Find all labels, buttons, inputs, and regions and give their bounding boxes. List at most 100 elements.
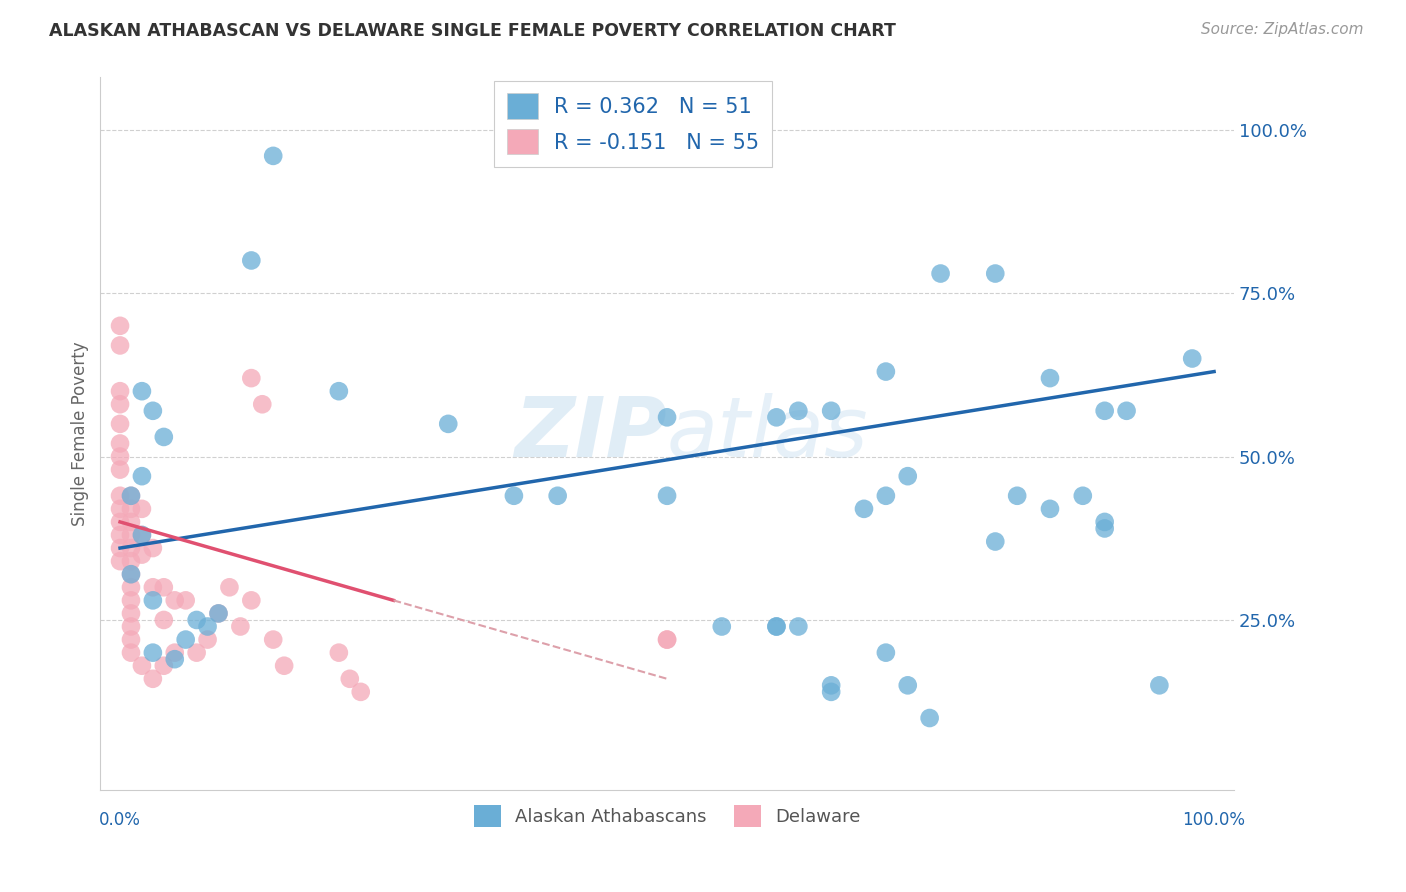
Point [273, 658, 295, 673]
Point [350, 685, 373, 699]
Point [240, 371, 263, 385]
Point [174, 593, 197, 607]
Point [108, 528, 131, 542]
Point [120, 580, 142, 594]
Point [108, 417, 131, 431]
Point [120, 619, 142, 633]
Point [875, 365, 897, 379]
Point [120, 632, 142, 647]
Point [875, 646, 897, 660]
Point [328, 384, 350, 399]
Point [1005, 489, 1028, 503]
Point [787, 404, 810, 418]
Point [820, 685, 842, 699]
Point [765, 619, 787, 633]
Point [120, 489, 142, 503]
Point [765, 410, 787, 425]
Point [108, 397, 131, 411]
Point [875, 489, 897, 503]
Point [131, 528, 153, 542]
Point [120, 541, 142, 555]
Point [765, 619, 787, 633]
Point [186, 613, 208, 627]
Point [153, 430, 176, 444]
Point [984, 267, 1007, 281]
Point [339, 672, 361, 686]
Point [207, 607, 229, 621]
Point [437, 417, 460, 431]
Point [1181, 351, 1204, 366]
Point [1039, 501, 1062, 516]
Point [120, 489, 142, 503]
Point [328, 646, 350, 660]
Point [108, 318, 131, 333]
Point [108, 384, 131, 399]
Point [252, 397, 274, 411]
Point [853, 501, 876, 516]
Point [142, 646, 165, 660]
Text: ZIP: ZIP [515, 393, 666, 475]
Point [240, 253, 263, 268]
Point [897, 678, 920, 692]
Point [131, 501, 153, 516]
Point [984, 534, 1007, 549]
Point [229, 619, 252, 633]
Point [108, 515, 131, 529]
Point [153, 658, 176, 673]
Point [131, 384, 153, 399]
Point [820, 404, 842, 418]
Point [142, 580, 165, 594]
Point [131, 469, 153, 483]
Point [108, 450, 131, 464]
Point [142, 672, 165, 686]
Point [131, 528, 153, 542]
Text: Source: ZipAtlas.com: Source: ZipAtlas.com [1201, 22, 1364, 37]
Text: ALASKAN ATHABASCAN VS DELAWARE SINGLE FEMALE POVERTY CORRELATION CHART: ALASKAN ATHABASCAN VS DELAWARE SINGLE FE… [49, 22, 896, 40]
Point [153, 613, 176, 627]
Point [186, 646, 208, 660]
Point [503, 489, 526, 503]
Point [142, 404, 165, 418]
Legend: Alaskan Athabascans, Delaware: Alaskan Athabascans, Delaware [467, 797, 868, 834]
Point [918, 711, 941, 725]
Point [120, 554, 142, 568]
Point [787, 619, 810, 633]
Point [108, 462, 131, 476]
Point [897, 469, 920, 483]
Point [207, 607, 229, 621]
Point [1149, 678, 1171, 692]
Point [240, 593, 263, 607]
Point [218, 580, 240, 594]
Point [197, 632, 219, 647]
Text: 100.0%: 100.0% [1182, 811, 1246, 829]
Y-axis label: Single Female Poverty: Single Female Poverty [72, 342, 89, 526]
Point [142, 541, 165, 555]
Point [108, 554, 131, 568]
Point [174, 632, 197, 647]
Point [1094, 521, 1116, 535]
Point [108, 489, 131, 503]
Point [929, 267, 952, 281]
Point [120, 567, 142, 582]
Point [1094, 515, 1116, 529]
Point [153, 580, 176, 594]
Point [108, 338, 131, 352]
Text: 0.0%: 0.0% [98, 811, 141, 829]
Point [108, 501, 131, 516]
Point [1094, 404, 1116, 418]
Point [108, 436, 131, 450]
Point [120, 607, 142, 621]
Text: atlas: atlas [666, 393, 869, 475]
Point [1039, 371, 1062, 385]
Point [262, 632, 284, 647]
Point [547, 489, 569, 503]
Point [163, 646, 186, 660]
Point [163, 593, 186, 607]
Point [131, 658, 153, 673]
Point [820, 678, 842, 692]
Point [655, 632, 678, 647]
Point [131, 548, 153, 562]
Point [120, 501, 142, 516]
Point [655, 489, 678, 503]
Point [120, 515, 142, 529]
